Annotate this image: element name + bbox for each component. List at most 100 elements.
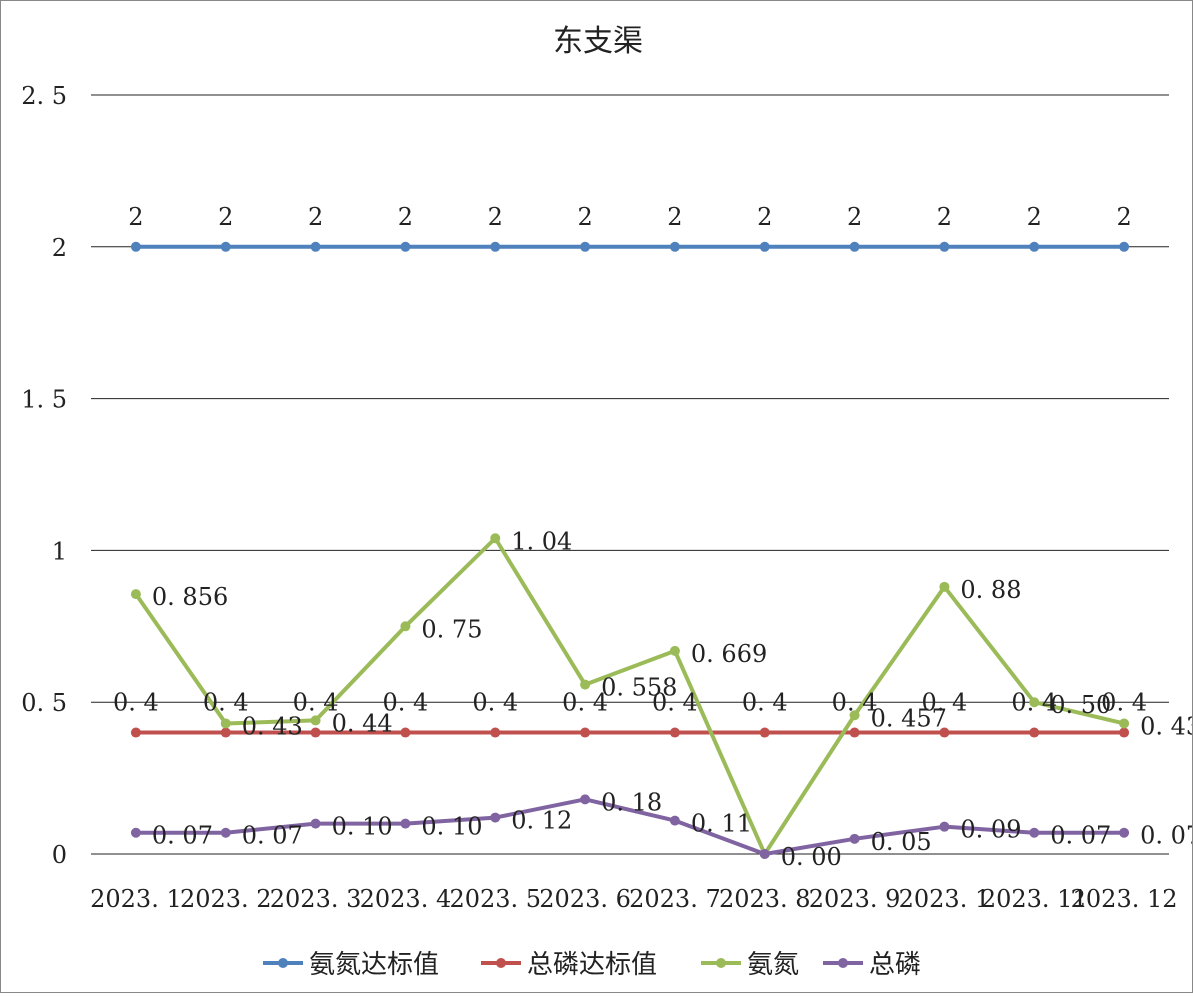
- data-label: 2: [847, 203, 862, 231]
- data-point: [849, 833, 860, 844]
- data-label: 1. 04: [511, 527, 572, 555]
- data-label: 2: [308, 203, 323, 231]
- data-point: [400, 241, 411, 252]
- data-label: 0. 88: [960, 576, 1021, 604]
- legend-label: 氨氮达标值: [309, 950, 439, 980]
- x-tick-label: 2023. 2: [180, 885, 272, 913]
- data-label: 0. 11: [691, 810, 752, 838]
- data-label: 2: [937, 203, 952, 231]
- data-point: [310, 727, 321, 738]
- legend: 氨氮达标值 总磷达标值 氨氮 总磷: [263, 950, 921, 980]
- x-tick-label: 2023. 8: [719, 885, 811, 913]
- data-label: 2: [218, 203, 233, 231]
- data-label: 0. 10: [421, 813, 482, 841]
- data-point: [130, 241, 141, 252]
- data-point: [490, 533, 501, 544]
- data-point: [669, 727, 680, 738]
- x-tick-label: 2023. 11: [981, 885, 1088, 913]
- data-label: 0. 43: [1140, 712, 1192, 740]
- data-label: 0. 457: [871, 704, 947, 732]
- x-tick-label: 2023. 3: [270, 885, 362, 913]
- data-point: [220, 727, 231, 738]
- data-point: [939, 241, 950, 252]
- data-point: [669, 815, 680, 826]
- data-label: 0. 4: [562, 689, 608, 717]
- legend-marker: [838, 958, 848, 968]
- data-label: 0. 00: [781, 843, 842, 871]
- data-point: [759, 727, 770, 738]
- chart-title: 东支渠: [553, 24, 643, 59]
- data-point: [400, 621, 411, 632]
- data-label: 0. 4: [472, 689, 518, 717]
- data-point: [849, 710, 860, 721]
- data-label: 0. 4: [203, 689, 249, 717]
- data-label: 0. 4: [742, 689, 788, 717]
- data-label: 0. 856: [152, 583, 228, 611]
- data-label: 2: [757, 203, 772, 231]
- data-point: [490, 241, 501, 252]
- data-label: 0. 558: [601, 674, 677, 702]
- data-point: [1119, 718, 1130, 729]
- y-tick-label: 2: [52, 234, 67, 262]
- data-point: [400, 727, 411, 738]
- series-lines: [130, 241, 1130, 859]
- data-label: 0. 4: [113, 689, 159, 717]
- data-point: [939, 581, 950, 592]
- data-point: [130, 827, 141, 838]
- data-label: 0. 07: [242, 822, 303, 850]
- data-point: [849, 727, 860, 738]
- data-labels: 2 2 2 2 2 2 2 2 2 2 2 20. 4 0. 4 0. 4 0. 4 0. 4 0. 4 0. 4…: [113, 203, 1193, 871]
- data-label: 2: [577, 203, 592, 231]
- data-point: [759, 241, 770, 252]
- data-label: 0. 50: [1050, 691, 1111, 719]
- data-point: [1029, 827, 1040, 838]
- data-point: [220, 718, 231, 729]
- data-point: [1029, 241, 1040, 252]
- data-point: [220, 241, 231, 252]
- data-label: 0. 12: [511, 807, 572, 835]
- x-tick-label: 2023. 1: [90, 885, 182, 913]
- data-label: 0. 07: [152, 822, 213, 850]
- series-line-2: [134, 536, 1125, 856]
- data-point: [310, 818, 321, 829]
- x-tick-label: 2023. 12: [1071, 885, 1178, 913]
- data-point: [580, 794, 591, 805]
- data-label: 0. 4: [1011, 689, 1057, 717]
- data-label: 2: [128, 203, 143, 231]
- data-point: [400, 818, 411, 829]
- data-point: [490, 812, 501, 823]
- data-point: [310, 715, 321, 726]
- y-axis-ticks: 0 0. 5 1 1. 5 2 2. 5: [21, 82, 67, 869]
- data-point: [130, 589, 141, 600]
- y-tick-label: 2. 5: [21, 82, 67, 110]
- data-point: [849, 241, 860, 252]
- data-point: [580, 727, 591, 738]
- y-tick-label: 1: [52, 537, 67, 565]
- x-tick-label: 2023. 4: [360, 885, 452, 913]
- data-label: 0. 4: [383, 689, 429, 717]
- data-point: [220, 827, 231, 838]
- data-point: [1119, 827, 1130, 838]
- data-point: [490, 727, 501, 738]
- legend-label: 总磷达标值: [527, 950, 657, 980]
- legend-marker: [496, 958, 506, 968]
- data-point: [310, 241, 321, 252]
- data-point: [759, 849, 770, 859]
- data-point: [580, 241, 591, 252]
- data-label: 0. 4: [922, 689, 968, 717]
- legend-marker: [716, 958, 726, 968]
- data-point: [1119, 241, 1130, 252]
- data-label: 0. 07: [1140, 822, 1192, 850]
- data-label: 0. 4: [1101, 689, 1147, 717]
- data-label: 0. 4: [832, 689, 878, 717]
- data-point: [580, 679, 591, 690]
- data-point: [939, 821, 950, 832]
- data-label: 0. 43: [242, 712, 303, 740]
- data-point: [1029, 727, 1040, 738]
- data-label: 2: [488, 203, 503, 231]
- data-label: 0. 07: [1050, 822, 1111, 850]
- data-label: 2: [1027, 203, 1042, 231]
